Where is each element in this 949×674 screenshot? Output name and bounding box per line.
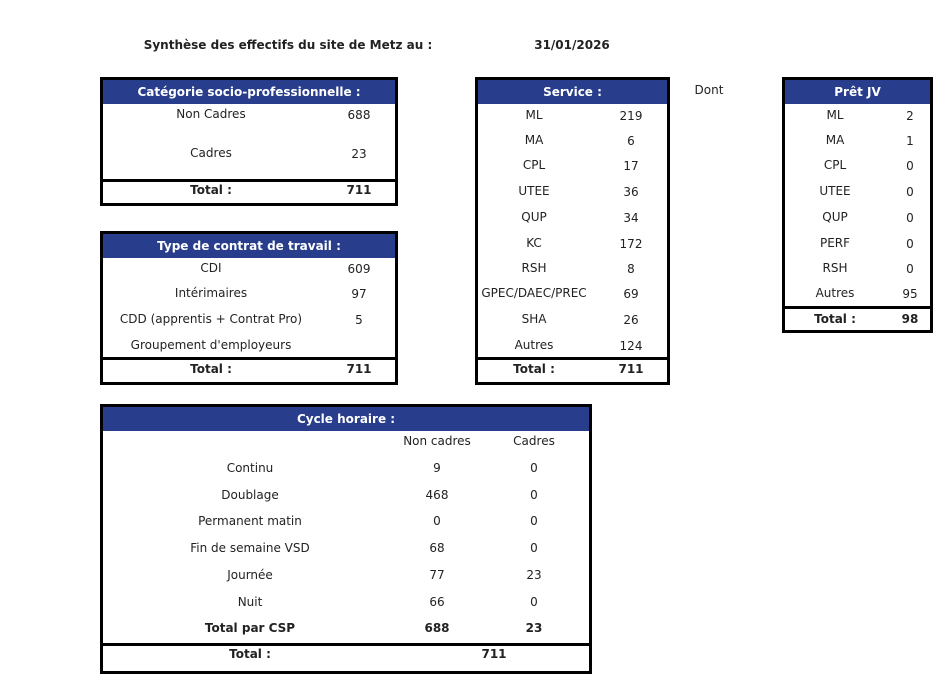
row-value: 8: [627, 262, 635, 276]
row-label: CDD (apprentis + Contrat Pro): [119, 312, 303, 326]
row-value: 0: [906, 262, 914, 276]
row-value-non-cadres: 77: [429, 568, 445, 582]
row-label: UTEE: [518, 184, 550, 198]
row-value: 0: [906, 185, 914, 199]
row-value: 69: [623, 287, 639, 301]
row-value-non-cadres: 468: [425, 488, 449, 502]
table-header: Catégorie socio-professionnelle :: [103, 80, 395, 104]
categorie-table: Catégorie socio-professionnelle :: [100, 77, 398, 206]
row-value-cadres: 0: [530, 541, 538, 555]
report-date: 31/01/2026: [534, 38, 610, 52]
row-value: 688: [347, 108, 371, 122]
row-label: Groupement d'employeurs: [130, 338, 292, 352]
col-header-non-cadres: Non cadres: [403, 434, 471, 448]
total-value: 711: [346, 183, 372, 197]
total-value: 98: [901, 312, 919, 326]
row-value: 23: [351, 147, 367, 161]
row-label: QUP: [822, 210, 848, 224]
row-value: 6: [627, 134, 635, 148]
total-value: 711: [618, 362, 644, 376]
total-label: Total :: [229, 647, 271, 661]
row-value: 97: [351, 287, 367, 301]
row-label: Nuit: [237, 595, 263, 609]
row-value-cadres: 0: [530, 488, 538, 502]
row-value: 26: [623, 313, 639, 327]
row-label: SHA: [521, 312, 547, 326]
total-divider: [478, 357, 667, 360]
col-header-cadres: Cadres: [513, 434, 555, 448]
row-label: Continu: [226, 461, 274, 475]
csp-total-label: Total par CSP: [204, 621, 296, 635]
total-divider: [103, 643, 589, 646]
row-label: PERF: [819, 236, 851, 250]
row-value: 0: [906, 237, 914, 251]
row-value: 2: [906, 109, 914, 123]
row-value: 36: [623, 185, 639, 199]
row-label: Intérimaires: [174, 286, 248, 300]
row-label: Fin de semaine VSD: [190, 541, 310, 555]
row-value: 0: [906, 211, 914, 225]
dont-label: Dont: [694, 83, 724, 97]
total-label: Total :: [814, 312, 856, 326]
table-header: Prêt JV: [785, 80, 930, 104]
row-label: RSH: [521, 261, 547, 275]
csp-total-cadres: 23: [525, 621, 543, 635]
table-header: Type de contrat de travail :: [103, 234, 395, 258]
row-label: UTEE: [819, 184, 851, 198]
service-table: Service :: [475, 77, 670, 385]
row-value: 219: [619, 109, 643, 123]
total-divider: [785, 306, 930, 309]
row-label: Autres: [815, 286, 855, 300]
row-label: Cadres: [190, 146, 232, 160]
row-value-cadres: 0: [530, 595, 538, 609]
table-header: Service :: [478, 80, 667, 104]
row-label: Journée: [227, 568, 273, 582]
row-value-non-cadres: 68: [429, 541, 445, 555]
row-value-non-cadres: 9: [433, 461, 441, 475]
row-value: 609: [347, 262, 371, 276]
row-value-cadres: 0: [530, 461, 538, 475]
row-label: Autres: [514, 338, 554, 352]
total-label: Total :: [190, 362, 232, 376]
row-label: Non Cadres: [176, 107, 246, 121]
row-label: KC: [526, 236, 542, 250]
total-label: Total :: [513, 362, 555, 376]
row-value: 17: [623, 159, 639, 173]
row-label: CDI: [200, 261, 222, 275]
row-value: 124: [619, 339, 643, 353]
total-divider: [103, 357, 395, 360]
table-header: Cycle horaire :: [103, 407, 589, 431]
row-value-cadres: 23: [526, 568, 542, 582]
contrat-table: Type de contrat de travail :: [100, 231, 398, 385]
row-value-non-cadres: 66: [429, 595, 445, 609]
row-label: Doublage: [221, 488, 279, 502]
row-label: RSH: [822, 261, 848, 275]
row-label: GPEC/DAEC/PREC: [481, 286, 587, 300]
row-label: CPL: [522, 158, 546, 172]
row-value: 95: [902, 287, 918, 301]
row-value: 0: [906, 159, 914, 173]
page-title: Synthèse des effectifs du site de Metz a…: [143, 38, 433, 52]
row-label: ML: [525, 108, 543, 122]
row-label: MA: [524, 133, 544, 147]
row-value: 172: [619, 237, 643, 251]
row-value-non-cadres: 0: [433, 514, 441, 528]
row-value: 1: [906, 134, 914, 148]
csp-total-non-cadres: 688: [424, 621, 450, 635]
row-label: ML: [826, 108, 844, 122]
row-value: 34: [623, 211, 639, 225]
total-value: 711: [346, 362, 372, 376]
total-label: Total :: [190, 183, 232, 197]
row-label: CPL: [823, 158, 847, 172]
row-value: 5: [355, 313, 363, 327]
row-value-cadres: 0: [530, 514, 538, 528]
row-label: Permanent matin: [198, 514, 302, 528]
row-label: QUP: [521, 210, 547, 224]
pret-jv-table: Prêt JV: [782, 77, 933, 333]
total-divider: [103, 179, 395, 182]
total-value: 711: [481, 647, 507, 661]
row-label: MA: [825, 133, 845, 147]
